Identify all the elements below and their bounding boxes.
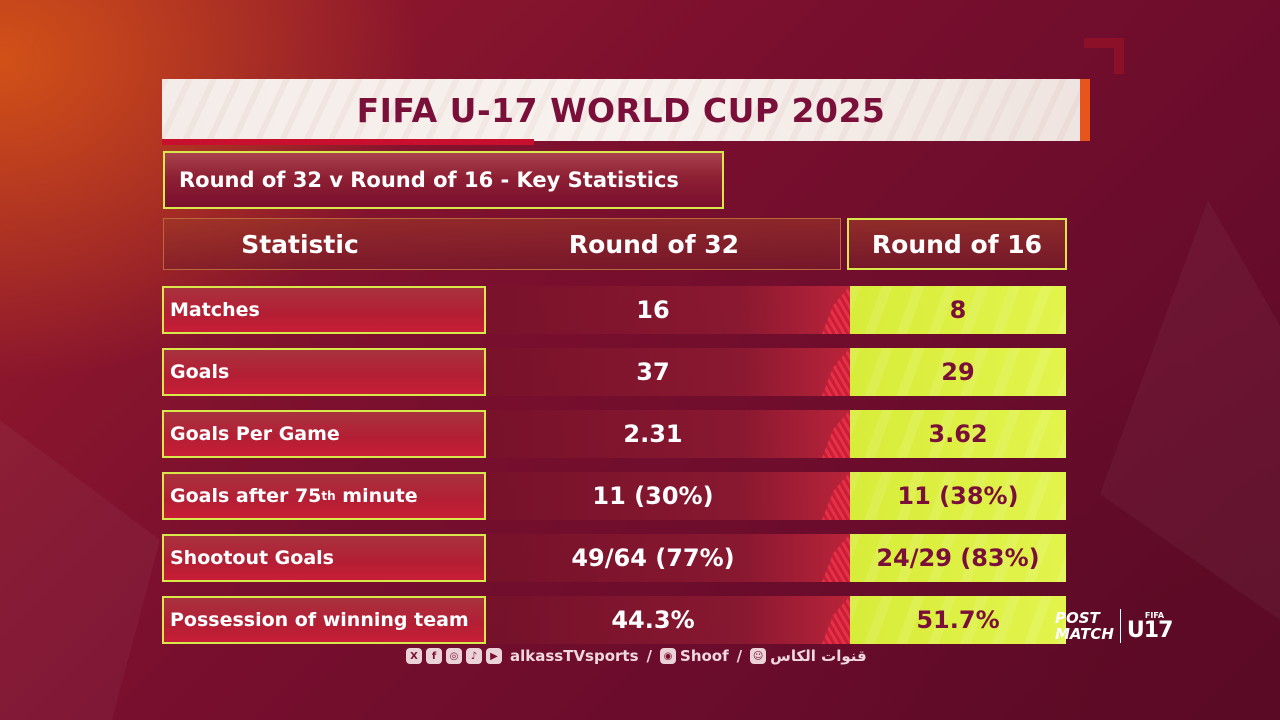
round-32-value: 49/64 (77%) [486,534,850,582]
round-16-value-text: 8 [949,296,967,324]
header-round-of-32: Round of 32 [568,229,740,259]
round-16-value-text: 51.7% [916,606,1000,634]
background-shard [1100,200,1280,620]
round-32-value-text: 16 [636,296,670,324]
facebook-icon: f [426,648,442,664]
subtitle-box: Round of 32 v Round of 16 - Key Statisti… [163,151,724,209]
round-32-value: 37 [486,348,850,396]
round-32-value: 11 (30%) [486,472,850,520]
row-label: Shootout Goals [162,534,486,582]
title-accent-bottom [162,139,534,145]
footer-credits: X f ◎ ♪ ▶ alkassTVsports / ◉ Shoof / ☺ ق… [406,645,867,667]
row-label: Goals [162,348,486,396]
tiktok-icon: ♪ [466,648,482,664]
round-32-value-text: 11 (30%) [592,482,714,510]
header-round-of-16-cell: Round of 16 [847,218,1067,270]
shoof-label: Shoof [680,647,729,665]
table-row: Goals 37 29 [162,348,1066,396]
table-row: Goals Per Game 2.31 3.62 [162,410,1066,458]
post-match-label: POST MATCH [1055,610,1114,642]
header-left: Statistic Round of 32 [163,218,841,270]
round-16-value-text: 11 (38%) [897,482,1019,510]
row-label-suffix: minute [335,485,418,507]
footer-separator: / [736,647,743,665]
post-match-fifa-u17-logo: POST MATCH FIFA U17 [1055,607,1195,645]
header-statistic: Statistic [241,229,359,259]
table-row: Shootout Goals 49/64 (77%) 24/29 (83%) [162,534,1066,582]
row-label: Matches [162,286,486,334]
instagram-icon: ◎ [446,648,462,664]
table-row: Matches 16 8 [162,286,1066,334]
logo-divider [1119,609,1121,643]
round-16-value: 11 (38%) [850,472,1066,520]
row-label: Goals Per Game [162,410,486,458]
round-32-value-text: 44.3% [611,606,695,634]
title-accent-right [1080,79,1090,141]
round-16-value-text: 24/29 (83%) [876,544,1040,572]
row-label: Possession of winning team [162,596,486,644]
round-32-value: 44.3% [486,596,850,644]
shoof-icon: ◉ [660,648,677,664]
title-banner: FIFA U-17 WORLD CUP 2025 [162,79,1090,145]
fifa-word: FIFA [1144,610,1165,620]
u17-word: U17 [1126,617,1173,643]
post-word: POST [1055,609,1100,627]
arabic-channel-label: قنوات الكاس [770,647,867,665]
round-16-value: 8 [850,286,1066,334]
round-32-value-text: 49/64 (77%) [571,544,735,572]
footer-separator: / [646,647,653,665]
round-32-value-text: 37 [636,358,670,386]
social-handle: alkassTVsports [510,647,639,665]
table-row: Possession of winning team 44.3% 51.7% [162,596,1066,644]
subtitle: Round of 32 v Round of 16 - Key Statisti… [179,168,679,192]
round-16-value: 29 [850,348,1066,396]
corner-bracket-icon [1084,38,1124,74]
round-16-value-text: 29 [941,358,975,386]
round-32-value-text: 2.31 [623,420,683,448]
row-label-prefix: Goals after 75 [170,485,322,507]
round-16-value: 51.7% [850,596,1066,644]
background-shard [0,420,160,720]
round-16-value-text: 3.62 [928,420,988,448]
round-32-value: 2.31 [486,410,850,458]
x-icon: X [406,648,422,664]
header-round-of-16: Round of 16 [871,229,1043,259]
snapchat-icon: ☺ [750,648,767,664]
fifa-u17-mark: FIFA U17 [1126,610,1173,643]
match-word: MATCH [1055,625,1114,643]
round-16-value: 3.62 [850,410,1066,458]
page-title: FIFA U-17 WORLD CUP 2025 [356,90,886,130]
youtube-icon: ▶ [486,648,502,664]
round-16-value: 24/29 (83%) [850,534,1066,582]
round-32-value: 16 [486,286,850,334]
